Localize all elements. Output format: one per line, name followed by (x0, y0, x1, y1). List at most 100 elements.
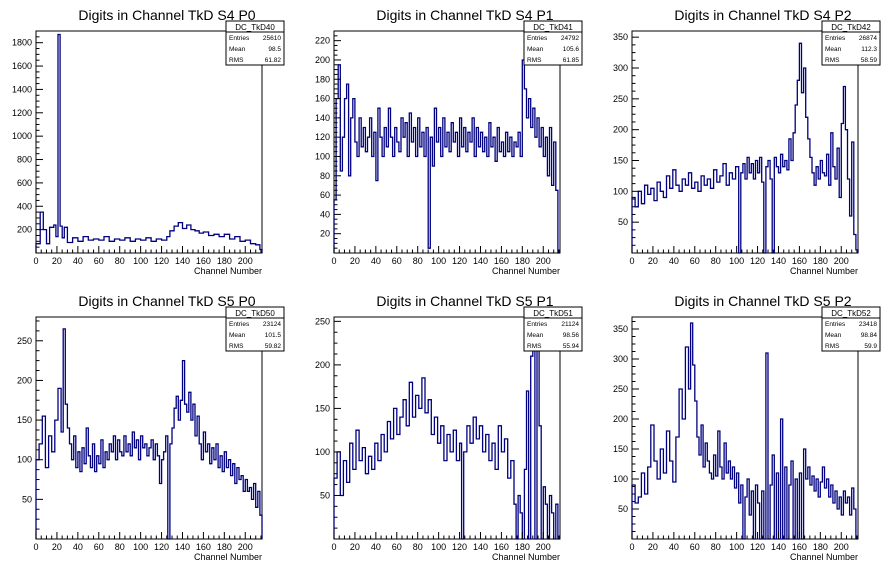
x-tick-label: 140 (175, 542, 190, 552)
x-tick-label: 80 (115, 256, 125, 266)
stats-box: DC_TkD40 Entries 25610 Mean 98.5 RMS 61.82 (225, 20, 285, 66)
stats-value: 98.56 (563, 332, 580, 339)
stats-box: DC_TkD42 Entries 26874 Mean 112.3 RMS 58.59 (821, 20, 881, 66)
stats-value: 61.85 (563, 57, 580, 64)
y-tick-label: 600 (17, 178, 32, 188)
x-tick-label: 100 (133, 542, 148, 552)
x-tick-label: 120 (452, 256, 467, 266)
x-tick-label: 160 (196, 542, 211, 552)
histogram-series (631, 42, 859, 254)
y-tick-label: 100 (315, 151, 330, 161)
stats-label: Mean (825, 46, 842, 53)
x-tick-label: 180 (217, 542, 232, 552)
chart-title: Digits in Channel TkD S5 P0 (78, 293, 255, 309)
x-tick-label: 100 (133, 256, 148, 266)
x-tick-label: 200 (834, 542, 849, 552)
y-tick-label: 250 (613, 384, 628, 394)
x-tick-label: 180 (813, 256, 828, 266)
stats-value: 101.5 (265, 332, 282, 339)
stats-box: DC_TkD50 Entries 23124 Mean 101.5 RMS 59.82 (225, 306, 285, 352)
histogram-series (35, 328, 263, 540)
stats-box-frame (523, 306, 583, 352)
stats-label: Entries (825, 35, 846, 42)
y-tick-label: 350 (613, 32, 628, 42)
histogram-panel: Digits in Channel TkD S4 P2 0 20 40 60 80 100 1… (613, 7, 881, 276)
x-tick-label: 160 (196, 256, 211, 266)
stats-value: 24792 (561, 35, 579, 42)
x-tick-label: 140 (175, 256, 190, 266)
x-tick-label: 20 (52, 256, 62, 266)
stats-label: RMS (825, 57, 840, 64)
stats-label: Mean (527, 46, 544, 53)
y-tick-label: 140 (315, 113, 330, 123)
x-tick-label: 20 (52, 542, 62, 552)
x-tick-label: 80 (413, 542, 423, 552)
x-tick-label: 180 (217, 256, 232, 266)
plot-frame (333, 316, 561, 540)
stats-box-frame (225, 306, 285, 352)
x-tick-label: 160 (792, 256, 807, 266)
x-tick-label: 80 (115, 542, 125, 552)
stats-value: 61.82 (265, 57, 282, 64)
chart-title: Digits in Channel TkD S4 P1 (376, 7, 553, 23)
x-axis-label: Channel Number (492, 266, 560, 276)
histogram-panel: Digits in Channel TkD S5 P2 0 20 40 60 80 100 1… (613, 293, 881, 562)
y-tick-label: 150 (315, 403, 330, 413)
stats-value: 59.82 (265, 343, 282, 350)
stats-box-frame (821, 20, 881, 66)
x-tick-label: 100 (729, 256, 744, 266)
histogram-series (333, 329, 560, 540)
stats-value: 59.9 (864, 343, 877, 350)
y-tick-label: 200 (17, 375, 32, 385)
stats-label: Entries (825, 321, 846, 328)
x-axis-label: Channel Number (194, 266, 262, 276)
x-tick-label: 0 (331, 256, 336, 266)
y-tick-label: 160 (315, 94, 330, 104)
chart-title: Digits in Channel TkD S5 P2 (674, 293, 851, 309)
x-tick-label: 140 (473, 542, 488, 552)
y-tick-label: 80 (320, 171, 330, 181)
stats-label: RMS (527, 57, 542, 64)
stats-histogram-name: DC_TkD42 (831, 23, 871, 32)
stats-box: DC_TkD52 Entries 23418 Mean 98.84 RMS 59.9 (821, 306, 881, 352)
y-tick-label: 1600 (12, 61, 32, 71)
x-tick-label: 100 (729, 542, 744, 552)
stats-label: RMS (527, 343, 542, 350)
x-tick-label: 80 (413, 256, 423, 266)
stats-label: Mean (229, 332, 246, 339)
y-tick-label: 1800 (12, 38, 32, 48)
y-tick-label: 150 (17, 415, 32, 425)
y-tick-label: 120 (315, 132, 330, 142)
histogram-series (631, 322, 858, 540)
stats-value: 55.94 (563, 343, 580, 350)
histogram-series (35, 33, 263, 253)
y-tick-label: 220 (315, 36, 330, 46)
x-tick-label: 60 (94, 542, 104, 552)
x-tick-label: 0 (629, 256, 634, 266)
x-tick-label: 180 (813, 542, 828, 552)
histogram-panel: Digits in Channel TkD S5 P0 0 20 40 60 80 100 1… (17, 293, 285, 562)
x-tick-label: 80 (711, 542, 721, 552)
histogram-panel: Digits in Channel TkD S4 P1 0 20 40 60 80 100 1… (315, 7, 583, 276)
x-tick-label: 0 (629, 542, 634, 552)
chart-title: Digits in Channel TkD S4 P2 (674, 7, 851, 23)
x-tick-label: 40 (669, 542, 679, 552)
stats-label: RMS (229, 343, 244, 350)
stats-value: 98.5 (268, 46, 281, 53)
histogram-series (333, 59, 560, 254)
histogram-panel: Digits in Channel TkD S4 P0 0 20 40 60 80 100 1… (12, 7, 285, 276)
stats-histogram-name: DC_TkD50 (235, 309, 275, 318)
y-tick-label: 1000 (12, 131, 32, 141)
y-tick-label: 250 (315, 316, 330, 326)
stats-value: 25610 (263, 35, 281, 42)
plot-frame (631, 30, 859, 254)
stats-histogram-name: DC_TkD41 (533, 23, 573, 32)
y-tick-label: 50 (618, 217, 628, 227)
y-tick-label: 200 (315, 360, 330, 370)
y-tick-label: 100 (17, 455, 32, 465)
y-tick-label: 200 (613, 414, 628, 424)
x-tick-label: 180 (515, 256, 530, 266)
x-axis-label: Channel Number (790, 266, 858, 276)
x-tick-label: 120 (154, 542, 169, 552)
